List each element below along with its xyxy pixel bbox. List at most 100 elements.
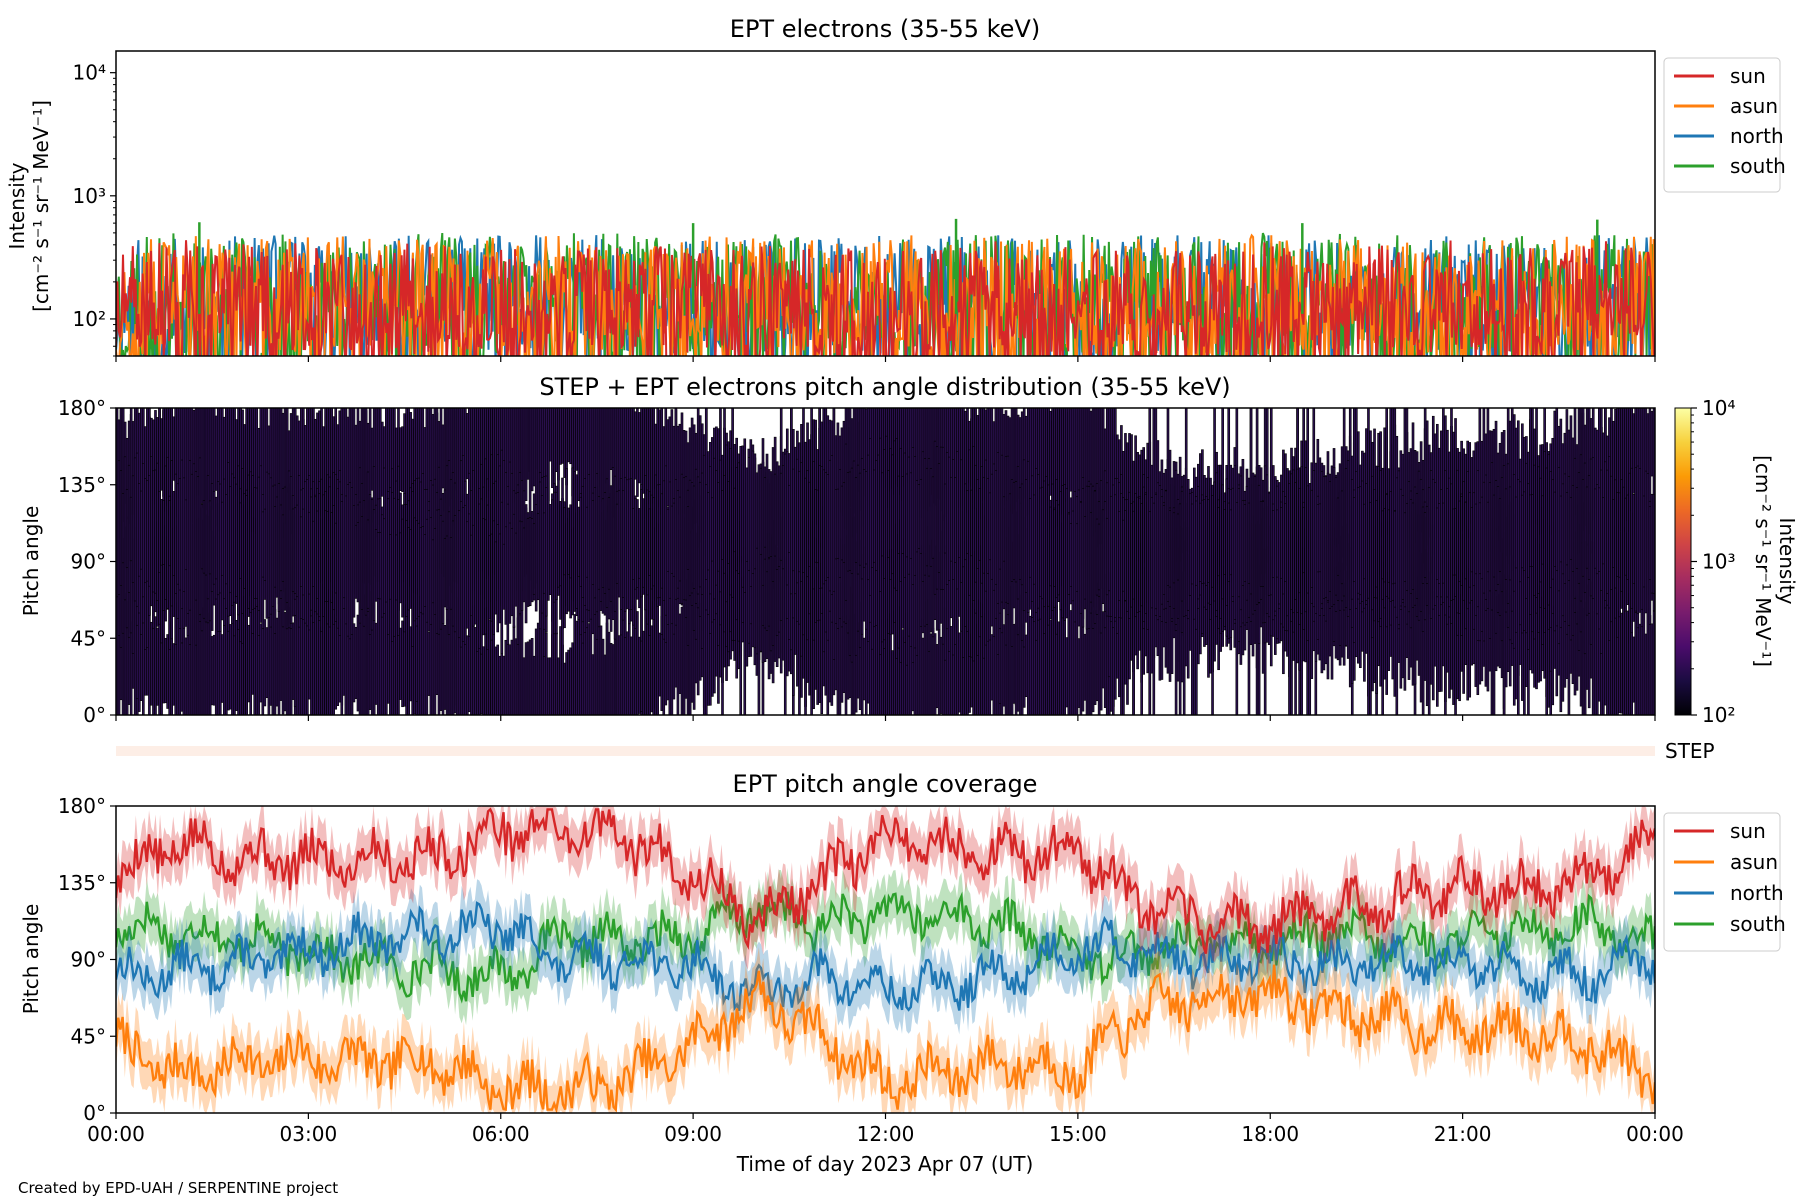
heatmap-cell <box>765 453 769 573</box>
heatmap-cell <box>514 638 518 715</box>
heatmap-cell <box>1195 500 1198 586</box>
heatmap-cell <box>368 494 372 635</box>
heatmap-cell <box>834 489 838 560</box>
y-tick-label: 90° <box>71 550 106 574</box>
heatmap-cell <box>725 444 728 603</box>
heatmap-cell <box>1026 598 1030 715</box>
heatmap-cell <box>1182 474 1186 617</box>
heatmap-cell <box>336 617 340 706</box>
heatmap-cell <box>372 509 376 621</box>
heatmap-cell <box>437 509 441 635</box>
heatmap-cell <box>1197 486 1200 600</box>
heatmap-cell <box>885 435 888 715</box>
heatmap-cell <box>1417 470 1421 621</box>
heatmap-cell <box>729 448 732 596</box>
heatmap-cell <box>344 495 348 625</box>
heatmap-cell <box>429 517 433 625</box>
x-tick-label: 12:00 <box>857 1122 915 1146</box>
heatmap-cell <box>848 471 852 571</box>
heatmap-cell <box>1225 478 1229 606</box>
heatmap-cell <box>773 473 777 557</box>
heatmap-cell <box>897 408 900 487</box>
heatmap-cell <box>1152 502 1156 715</box>
heatmap-cell <box>366 519 370 609</box>
heatmap-cell <box>559 626 562 715</box>
heatmap-cell <box>881 408 884 483</box>
heatmap-cell <box>868 438 872 596</box>
heatmap-cell <box>1454 508 1457 576</box>
heatmap-cell <box>935 644 939 709</box>
heatmap-cell <box>555 632 558 715</box>
heatmap-cell <box>273 506 277 588</box>
heatmap-cell <box>405 520 408 617</box>
heatmap-cell <box>1101 611 1105 689</box>
heatmap-cell <box>1512 474 1516 592</box>
heatmap-cell <box>287 470 291 629</box>
heatmap-cell <box>212 491 216 585</box>
heatmap-cell <box>447 511 451 635</box>
heatmap-cell <box>1472 492 1476 587</box>
heatmap-cell <box>794 446 797 595</box>
heatmap-cell <box>283 486 287 611</box>
heatmap-cell <box>269 477 273 615</box>
heatmap-cell <box>666 620 670 701</box>
heatmap-cell <box>478 644 481 715</box>
heatmap-cell <box>755 472 759 549</box>
heatmap-cell <box>891 454 894 575</box>
heatmap-cell <box>330 512 333 603</box>
heatmap-cell <box>571 642 574 715</box>
heatmap-cell <box>184 499 188 571</box>
heatmap-cell <box>1385 494 1388 597</box>
heatmap-cell <box>1486 501 1490 573</box>
pitch-coverage-y-ticks: 0° 45° 90° 135° 180° <box>58 794 116 1125</box>
heatmap-cell <box>1579 454 1583 602</box>
y-tick-label: 180° <box>58 396 106 420</box>
pitch-coverage-panel: EPT pitch angle coverage 0° 45° 90° 135° 180… <box>19 770 1786 1176</box>
heatmap-cell <box>445 535 449 611</box>
heatmap-cell <box>378 532 382 600</box>
heatmap-cell <box>1646 473 1650 715</box>
heatmap-cell <box>218 483 222 594</box>
heatmap-cell <box>1020 483 1024 586</box>
heatmap-cell <box>502 655 506 715</box>
heatmap-cell <box>277 483 281 612</box>
heatmap-cell <box>255 487 259 600</box>
heatmap-cell <box>536 622 540 715</box>
heatmap-cell <box>1387 509 1391 583</box>
heatmap-cell <box>980 602 983 715</box>
heatmap-cell <box>1612 420 1615 508</box>
heatmap-cell <box>658 484 662 599</box>
heatmap-cell <box>1535 408 1538 598</box>
heatmap-cell <box>856 464 860 575</box>
heatmap-cell <box>208 612 212 715</box>
heatmap-cell <box>1322 476 1326 599</box>
heatmap-cell <box>603 492 607 594</box>
heatmap-cell <box>302 508 305 596</box>
heatmap-cell <box>216 481 220 596</box>
heatmap-cell <box>621 613 625 715</box>
heatmap-cell <box>601 638 605 715</box>
heatmap-cell <box>496 524 500 633</box>
heatmap-cell <box>1644 470 1648 614</box>
heatmap-cell <box>466 413 469 480</box>
heatmap-cell <box>1051 483 1054 611</box>
heatmap-cell <box>686 506 690 570</box>
heatmap-cell <box>480 498 483 655</box>
heatmap-cell <box>1413 486 1417 606</box>
heatmap-cell <box>1199 502 1202 582</box>
heatmap-cell <box>1583 462 1587 593</box>
heatmap-cell <box>1298 487 1301 594</box>
heatmap-cell <box>251 475 254 610</box>
heatmap-cell <box>579 496 583 587</box>
heatmap-cell <box>939 636 943 714</box>
heatmap-cell <box>1510 408 1514 612</box>
heatmap-cell <box>526 408 530 480</box>
heatmap-cell <box>431 590 435 715</box>
heatmap-cell <box>378 597 382 715</box>
heatmap-cell <box>978 488 981 561</box>
heatmap-cell <box>860 458 864 580</box>
heatmap-cell <box>382 518 386 614</box>
heatmap-cell <box>565 652 568 715</box>
step-band: STEP <box>116 739 1715 763</box>
heatmap-cell <box>1049 619 1052 715</box>
